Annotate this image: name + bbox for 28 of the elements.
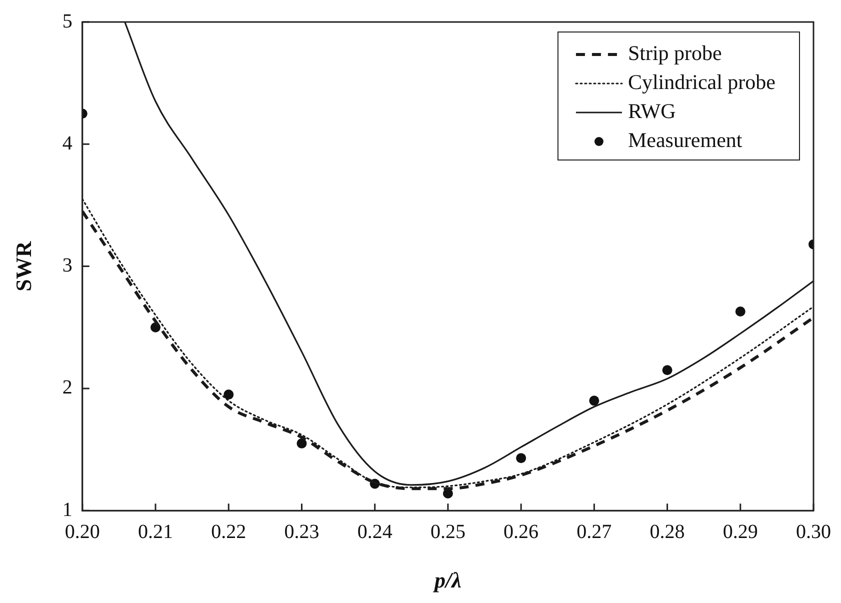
y-tick-label: 5 [62, 10, 72, 32]
legend-label: RWG [628, 99, 676, 124]
legend-label: Cylindrical probe [628, 70, 776, 94]
point [224, 390, 234, 400]
y-tick-label: 1 [62, 498, 72, 521]
point [516, 453, 526, 464]
y-tick-label: 3 [62, 254, 72, 277]
point [662, 365, 672, 376]
point [735, 306, 746, 316]
legend-label: Strip probe [628, 41, 722, 66]
x-tick-label: 0.26 [504, 520, 539, 543]
x-tick-label: 0.25 [430, 520, 466, 543]
y-axis-title: SWR [10, 240, 36, 292]
x-axis-title: p/λ [432, 567, 462, 592]
legend-label: Measurement [628, 128, 742, 152]
point [589, 396, 600, 406]
x-tick-label: 0.21 [138, 520, 174, 543]
x-tick-label: 0.30 [796, 520, 831, 543]
y-tick-label: 4 [62, 132, 72, 154]
x-tick-label: 0.24 [357, 520, 392, 543]
x-tick-label: 0.27 [576, 520, 612, 543]
x-tick-label: 0.22 [211, 520, 246, 543]
x-tick-label: 0.29 [722, 520, 758, 543]
x-tick-label: 0.28 [650, 520, 685, 543]
x-tick-label: 0.23 [284, 520, 320, 543]
point [296, 438, 307, 448]
y-tick-label: 2 [62, 376, 72, 399]
x-tick-label: 0.20 [64, 520, 100, 543]
